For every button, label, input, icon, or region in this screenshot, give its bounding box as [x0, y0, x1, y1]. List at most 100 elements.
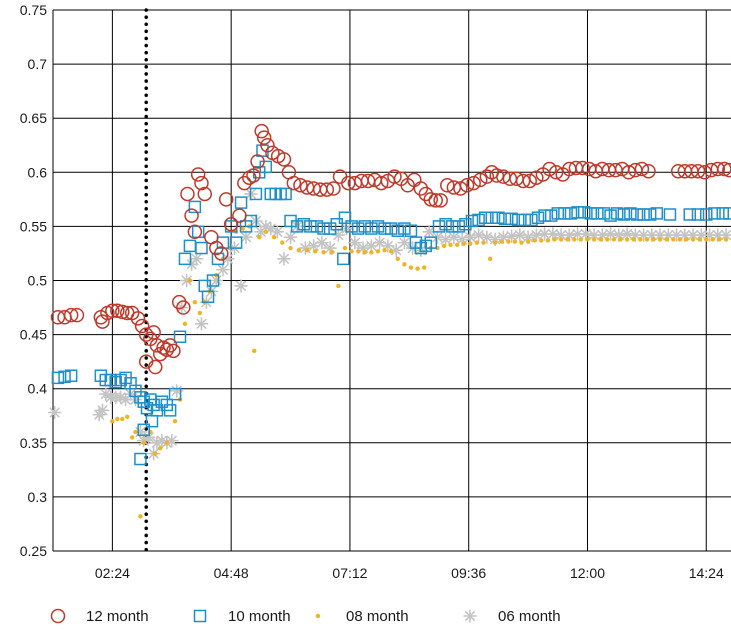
data-point [338, 211, 352, 224]
data-series [47, 123, 731, 519]
y-tick-label: 0.4 [28, 381, 48, 397]
data-point [717, 237, 722, 242]
legend: 12 month 10 month 08 month 06 month [50, 608, 561, 625]
legend-marker-12-month [50, 608, 66, 624]
data-point [700, 208, 713, 221]
data-point [47, 405, 62, 420]
data-point [173, 330, 187, 344]
data-point [504, 229, 519, 243]
data-point [120, 416, 125, 422]
data-point [153, 451, 158, 456]
data-point [194, 175, 209, 191]
data-point [498, 212, 512, 226]
data-point [297, 217, 310, 231]
data-point [382, 248, 387, 253]
y-axis-ticks: 0.25 0.3 0.35 0.4 0.45 0.5 0.55 0.6 0.65 0.7 0.75 [20, 2, 47, 559]
data-point [704, 237, 709, 242]
data-point [421, 265, 427, 270]
data-point [388, 249, 394, 254]
data-point [134, 391, 147, 404]
data-point [578, 237, 584, 242]
data-point [249, 187, 263, 201]
data-point [313, 249, 318, 254]
data-point [355, 249, 361, 254]
data-point [195, 241, 208, 255]
data-point [513, 228, 527, 242]
data-point [532, 238, 537, 243]
data-point [624, 237, 630, 242]
data-point [558, 237, 564, 242]
data-point [304, 248, 310, 253]
data-point [391, 224, 405, 237]
data-point [539, 238, 544, 243]
data-point [538, 209, 551, 222]
data-point [95, 403, 110, 418]
data-point [445, 220, 459, 233]
data-point [216, 262, 230, 277]
data-point [643, 208, 657, 221]
y-tick-label: 0.75 [20, 2, 47, 18]
data-point [349, 249, 354, 254]
data-point [358, 220, 372, 233]
data-point [452, 220, 466, 233]
data-point [187, 278, 193, 283]
data-point [579, 227, 593, 241]
data-point [479, 169, 495, 184]
data-point [637, 208, 650, 221]
data-point [432, 220, 446, 233]
data-point [150, 435, 164, 450]
data-point [244, 214, 258, 228]
data-point [234, 196, 248, 209]
legend-label: 10 month [228, 608, 291, 625]
data-point [631, 237, 636, 242]
data-point [130, 311, 146, 326]
data-point [529, 228, 544, 242]
data-point [690, 237, 696, 242]
data-point [398, 222, 411, 235]
data-point [232, 208, 247, 223]
data-point [423, 192, 439, 207]
data-point [290, 220, 304, 233]
y-tick-label: 0.45 [20, 327, 47, 343]
data-point [542, 161, 557, 177]
data-point [515, 173, 531, 189]
data-point [461, 241, 466, 246]
data-point [610, 207, 624, 220]
data-point [223, 216, 239, 232]
data-point [577, 206, 591, 219]
data-point [163, 404, 177, 417]
data-point [148, 359, 163, 375]
data-point [657, 237, 663, 242]
data-point [229, 236, 243, 249]
data-point [408, 265, 414, 270]
data-point [617, 208, 631, 221]
data-point [337, 252, 350, 266]
data-point [525, 213, 538, 227]
data-point [188, 200, 202, 214]
data-point [276, 152, 292, 167]
data-point [317, 222, 330, 235]
data-point [722, 162, 731, 178]
series-10-month [51, 144, 731, 466]
data-point [182, 321, 188, 326]
data-point [651, 237, 656, 242]
data-point [209, 240, 224, 256]
data-point [141, 440, 146, 445]
data-point [331, 228, 346, 242]
data-point [468, 241, 473, 246]
data-point [133, 429, 138, 435]
data-point [506, 239, 511, 244]
data-point [641, 163, 656, 179]
data-point [572, 237, 577, 242]
data-point [459, 178, 475, 193]
data-point [362, 250, 367, 255]
y-tick-label: 0.25 [20, 543, 47, 559]
data-point [397, 235, 412, 250]
data-point [105, 303, 120, 319]
data-point [575, 160, 590, 176]
data-point [472, 213, 485, 227]
data-point [192, 299, 198, 305]
x-tick-label: 12:00 [570, 565, 605, 581]
data-point [115, 416, 120, 422]
data-point [402, 262, 407, 267]
